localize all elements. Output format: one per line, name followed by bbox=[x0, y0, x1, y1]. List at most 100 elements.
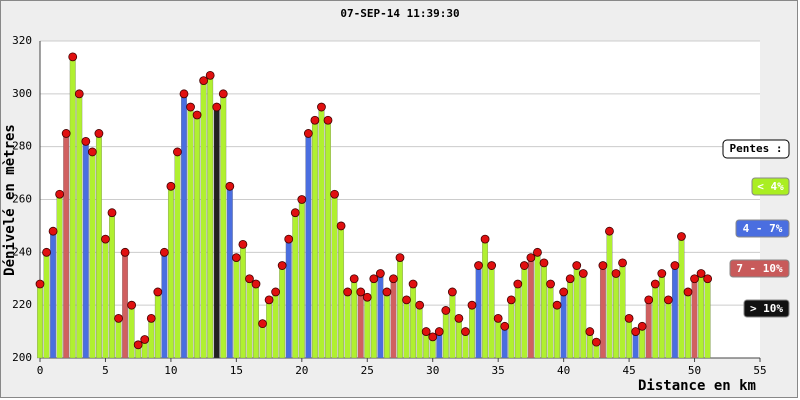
point bbox=[539, 258, 549, 268]
x-tick-label: 40 bbox=[557, 364, 570, 377]
point bbox=[120, 247, 130, 257]
point bbox=[199, 76, 209, 86]
point bbox=[447, 287, 457, 297]
point bbox=[663, 295, 673, 305]
legend-swatch bbox=[743, 299, 790, 318]
point bbox=[297, 195, 307, 204]
slope-bar bbox=[547, 283, 554, 359]
x-tick-label: 30 bbox=[426, 364, 439, 377]
slope-bar bbox=[43, 252, 50, 359]
point bbox=[395, 253, 405, 263]
slope-bar bbox=[167, 186, 174, 359]
point bbox=[683, 287, 693, 297]
y-tick-label: 240 bbox=[12, 245, 32, 258]
point bbox=[526, 253, 536, 263]
slope-bar bbox=[410, 283, 417, 359]
slope-bar bbox=[580, 273, 587, 359]
slope-bar bbox=[292, 212, 299, 359]
point bbox=[323, 115, 333, 125]
point bbox=[389, 274, 398, 284]
slope-bar bbox=[318, 106, 325, 359]
slope-bar bbox=[475, 265, 482, 359]
x-axis-label: Distance en km bbox=[638, 378, 756, 394]
slope-bar bbox=[37, 283, 43, 359]
point bbox=[493, 313, 503, 323]
point bbox=[552, 300, 562, 310]
point bbox=[572, 261, 582, 270]
slope-bar bbox=[344, 291, 351, 359]
y-tick-label: 300 bbox=[12, 87, 32, 100]
slope-bar bbox=[455, 318, 462, 359]
point bbox=[474, 261, 483, 270]
point bbox=[42, 247, 51, 257]
point bbox=[238, 240, 248, 249]
point bbox=[506, 295, 516, 305]
slope-bar bbox=[383, 291, 390, 359]
point bbox=[690, 274, 699, 284]
point bbox=[94, 129, 104, 138]
point bbox=[402, 295, 411, 305]
slope-bar bbox=[606, 231, 613, 359]
x-tick-label: 25 bbox=[361, 364, 374, 377]
slope-bar bbox=[698, 273, 705, 359]
slope-bar bbox=[285, 238, 292, 359]
point bbox=[218, 89, 228, 99]
point bbox=[310, 115, 320, 125]
slope-bar bbox=[364, 297, 371, 359]
slope-bar bbox=[645, 299, 652, 359]
slope-bar bbox=[449, 291, 456, 359]
slope-bar bbox=[639, 326, 646, 359]
point bbox=[375, 269, 385, 278]
point bbox=[173, 147, 182, 157]
legend-title-box bbox=[722, 139, 790, 159]
point bbox=[559, 287, 569, 297]
point bbox=[611, 269, 621, 278]
point bbox=[277, 261, 287, 270]
legend-label: 7 - 10% bbox=[736, 262, 783, 275]
slope-bar bbox=[69, 56, 76, 359]
slope-bar bbox=[626, 318, 633, 359]
slope-bar bbox=[652, 283, 659, 359]
slope-bar bbox=[691, 278, 698, 359]
slope-bar bbox=[76, 93, 83, 359]
point bbox=[382, 287, 392, 297]
point bbox=[127, 300, 137, 310]
point bbox=[68, 52, 78, 62]
slope-bar bbox=[325, 120, 331, 359]
point bbox=[264, 295, 274, 305]
slope-bar bbox=[514, 283, 521, 359]
y-tick-label: 200 bbox=[12, 351, 32, 364]
point bbox=[179, 89, 189, 99]
slope-bar bbox=[482, 238, 489, 359]
slope-bar bbox=[573, 265, 580, 359]
point bbox=[192, 110, 202, 120]
x-tick-label: 50 bbox=[688, 364, 701, 377]
point bbox=[153, 287, 163, 297]
point bbox=[146, 313, 156, 323]
point bbox=[696, 269, 706, 278]
point bbox=[415, 300, 425, 310]
legend-swatch bbox=[751, 177, 790, 196]
slope-bar bbox=[508, 299, 515, 359]
slope-bar bbox=[357, 291, 364, 359]
point bbox=[650, 279, 660, 289]
slope-bar bbox=[181, 93, 187, 359]
slope-bar bbox=[102, 238, 109, 359]
y-tick-label: 280 bbox=[12, 140, 32, 153]
slope-bar bbox=[89, 151, 96, 359]
point bbox=[61, 129, 71, 138]
point bbox=[546, 279, 555, 289]
point bbox=[290, 208, 300, 218]
slope-bar bbox=[266, 299, 273, 359]
slope-bar bbox=[233, 257, 240, 359]
slope-bar bbox=[488, 265, 495, 359]
slope-bar bbox=[259, 323, 266, 359]
point bbox=[186, 102, 195, 112]
slope-bar bbox=[305, 133, 312, 359]
point bbox=[631, 327, 641, 336]
slope-bar bbox=[226, 186, 233, 359]
slope-bar bbox=[685, 291, 691, 359]
point bbox=[565, 274, 575, 284]
slope-bar bbox=[501, 326, 508, 359]
slope-bar bbox=[619, 262, 626, 359]
